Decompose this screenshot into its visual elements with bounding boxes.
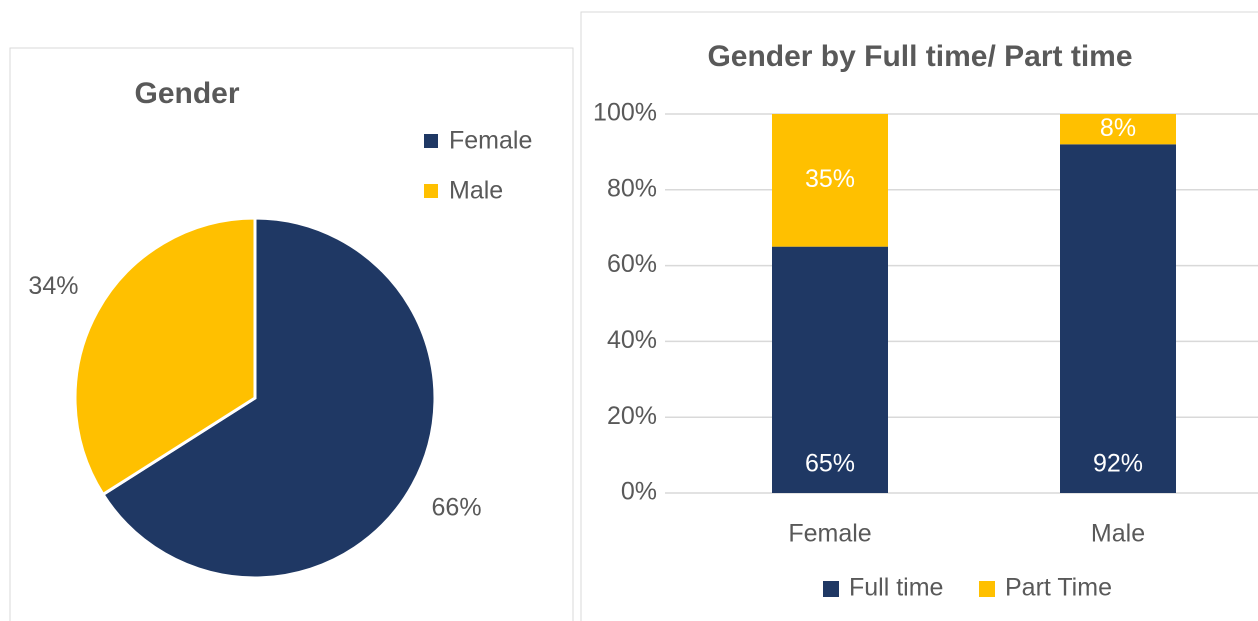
data-label: 92% <box>1093 450 1143 478</box>
x-tick-label: Male <box>1091 520 1145 548</box>
legend-swatch <box>424 184 438 198</box>
pie-slice <box>73 216 257 497</box>
legend-label: Full time <box>849 574 943 602</box>
y-tick-label: 80% <box>607 174 657 202</box>
legend-label: Female <box>449 127 532 155</box>
bar <box>1060 114 1176 145</box>
legend-label: Part Time <box>1005 574 1112 602</box>
bar-panel <box>580 11 1258 621</box>
y-tick-label: 20% <box>607 402 657 430</box>
pie-title: Gender <box>134 77 239 110</box>
legend-label: Male <box>449 177 503 205</box>
bar <box>772 114 888 247</box>
y-tick-label: 60% <box>607 250 657 278</box>
y-tick-label: 40% <box>607 326 657 354</box>
y-tick-label: 0% <box>621 478 657 506</box>
bar-title: Gender by Full time/ Part time <box>707 40 1132 73</box>
y-tick-label: 100% <box>593 99 657 127</box>
data-label: 65% <box>805 450 855 478</box>
pie-panel <box>9 47 574 621</box>
legend-swatch <box>979 581 995 597</box>
data-label: 66% <box>432 493 482 521</box>
data-label: 35% <box>805 165 855 193</box>
bar <box>772 246 888 493</box>
data-label: 34% <box>28 272 78 300</box>
pie-slice <box>100 216 437 580</box>
data-label: 8% <box>1100 114 1136 142</box>
legend-swatch <box>424 134 438 148</box>
x-tick-label: Female <box>788 520 871 548</box>
legend-swatch <box>823 581 839 597</box>
bar <box>1060 144 1176 493</box>
